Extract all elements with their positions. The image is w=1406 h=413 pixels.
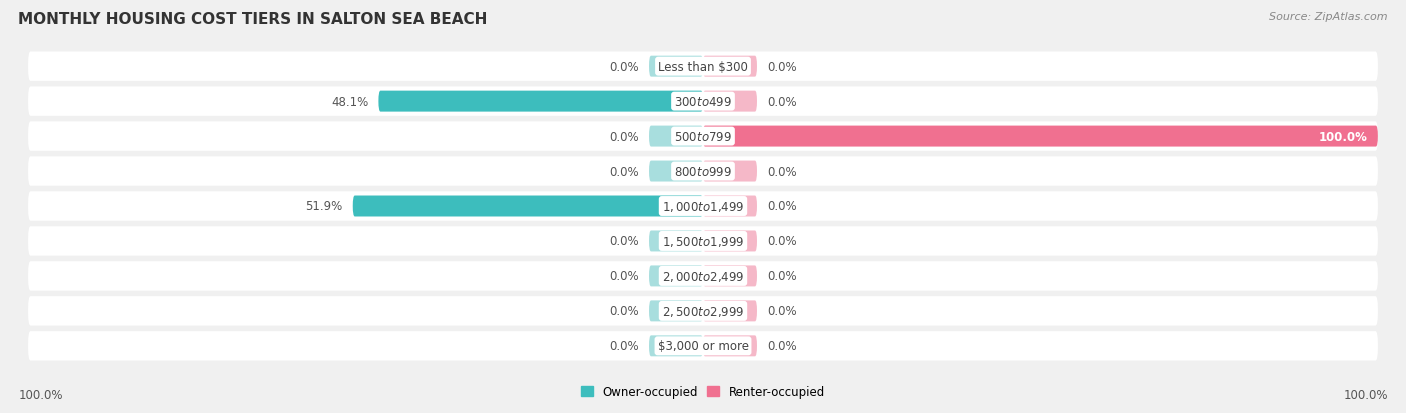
Text: $2,000 to $2,499: $2,000 to $2,499 bbox=[662, 269, 744, 283]
FancyBboxPatch shape bbox=[650, 231, 703, 252]
Text: $800 to $999: $800 to $999 bbox=[673, 165, 733, 178]
Text: 0.0%: 0.0% bbox=[768, 305, 797, 318]
Text: Less than $300: Less than $300 bbox=[658, 61, 748, 74]
Text: 0.0%: 0.0% bbox=[609, 165, 638, 178]
FancyBboxPatch shape bbox=[703, 196, 756, 217]
FancyBboxPatch shape bbox=[703, 266, 756, 287]
FancyBboxPatch shape bbox=[650, 57, 703, 78]
Text: 0.0%: 0.0% bbox=[609, 235, 638, 248]
Text: 0.0%: 0.0% bbox=[768, 235, 797, 248]
Text: $2,500 to $2,999: $2,500 to $2,999 bbox=[662, 304, 744, 318]
FancyBboxPatch shape bbox=[650, 301, 703, 322]
FancyBboxPatch shape bbox=[703, 335, 756, 356]
FancyBboxPatch shape bbox=[650, 161, 703, 182]
Text: 0.0%: 0.0% bbox=[609, 270, 638, 283]
Text: 48.1%: 48.1% bbox=[330, 95, 368, 108]
FancyBboxPatch shape bbox=[28, 261, 1378, 291]
Text: $3,000 or more: $3,000 or more bbox=[658, 339, 748, 352]
Text: 0.0%: 0.0% bbox=[768, 165, 797, 178]
Text: 0.0%: 0.0% bbox=[768, 339, 797, 352]
FancyBboxPatch shape bbox=[703, 231, 756, 252]
FancyBboxPatch shape bbox=[353, 196, 703, 217]
Text: 0.0%: 0.0% bbox=[768, 270, 797, 283]
FancyBboxPatch shape bbox=[28, 157, 1378, 186]
FancyBboxPatch shape bbox=[650, 126, 703, 147]
Text: 0.0%: 0.0% bbox=[609, 339, 638, 352]
FancyBboxPatch shape bbox=[28, 87, 1378, 116]
Text: 100.0%: 100.0% bbox=[1343, 388, 1388, 401]
FancyBboxPatch shape bbox=[28, 297, 1378, 326]
Text: $1,000 to $1,499: $1,000 to $1,499 bbox=[662, 199, 744, 214]
FancyBboxPatch shape bbox=[378, 91, 703, 112]
Text: 100.0%: 100.0% bbox=[1319, 130, 1368, 143]
Text: 0.0%: 0.0% bbox=[768, 61, 797, 74]
FancyBboxPatch shape bbox=[650, 335, 703, 356]
Text: 0.0%: 0.0% bbox=[609, 305, 638, 318]
FancyBboxPatch shape bbox=[28, 227, 1378, 256]
Text: Source: ZipAtlas.com: Source: ZipAtlas.com bbox=[1270, 12, 1388, 22]
Text: 51.9%: 51.9% bbox=[305, 200, 343, 213]
FancyBboxPatch shape bbox=[650, 266, 703, 287]
Text: 0.0%: 0.0% bbox=[609, 61, 638, 74]
FancyBboxPatch shape bbox=[28, 122, 1378, 152]
Text: $500 to $799: $500 to $799 bbox=[673, 130, 733, 143]
FancyBboxPatch shape bbox=[703, 161, 756, 182]
FancyBboxPatch shape bbox=[703, 301, 756, 322]
FancyBboxPatch shape bbox=[28, 52, 1378, 82]
Text: $1,500 to $1,999: $1,500 to $1,999 bbox=[662, 235, 744, 248]
Text: $300 to $499: $300 to $499 bbox=[673, 95, 733, 108]
Text: MONTHLY HOUSING COST TIERS IN SALTON SEA BEACH: MONTHLY HOUSING COST TIERS IN SALTON SEA… bbox=[18, 12, 488, 27]
FancyBboxPatch shape bbox=[28, 331, 1378, 361]
Text: 0.0%: 0.0% bbox=[768, 200, 797, 213]
Text: 100.0%: 100.0% bbox=[18, 388, 63, 401]
Text: 0.0%: 0.0% bbox=[609, 130, 638, 143]
FancyBboxPatch shape bbox=[28, 192, 1378, 221]
FancyBboxPatch shape bbox=[703, 126, 1378, 147]
Legend: Owner-occupied, Renter-occupied: Owner-occupied, Renter-occupied bbox=[576, 381, 830, 403]
FancyBboxPatch shape bbox=[703, 91, 756, 112]
FancyBboxPatch shape bbox=[703, 57, 756, 78]
Text: 0.0%: 0.0% bbox=[768, 95, 797, 108]
